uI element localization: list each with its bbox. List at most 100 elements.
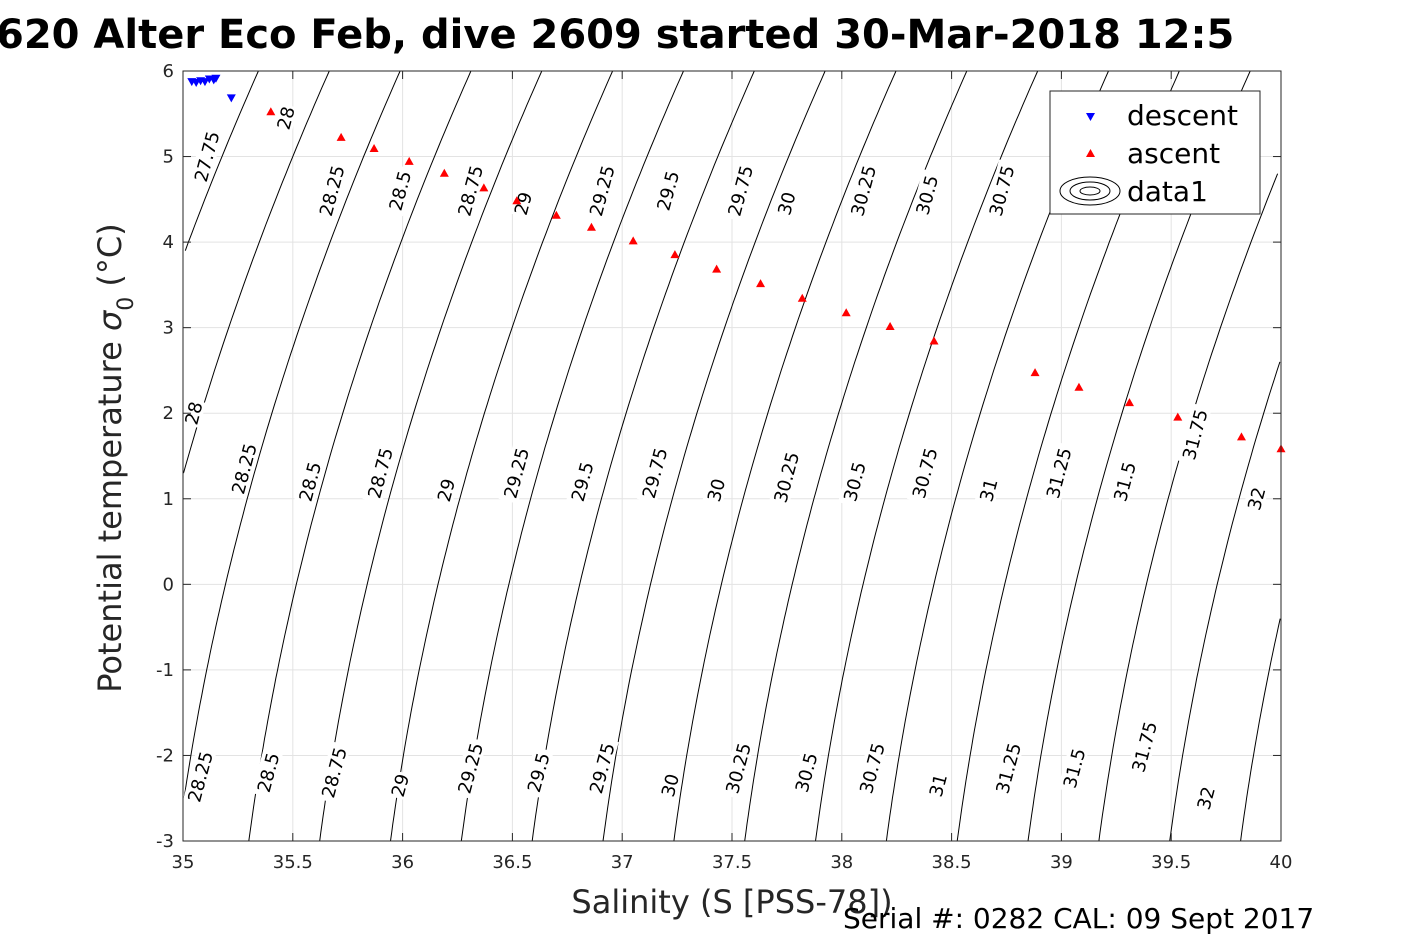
contour-label-text: 30.25 bbox=[722, 741, 756, 796]
contour-label-bg bbox=[362, 441, 397, 504]
contour-label: 29.75 bbox=[584, 736, 620, 800]
contour-label: 30 bbox=[656, 769, 684, 801]
legend-ascent-marker bbox=[1086, 149, 1095, 157]
contour-label-bg bbox=[182, 745, 217, 808]
contour-label: 28 bbox=[272, 102, 300, 133]
contour-label-text: 29.5 bbox=[524, 751, 555, 795]
contour-label: 28.25 bbox=[226, 437, 262, 500]
contour-label-bg bbox=[722, 159, 758, 222]
contour-label-text: 28.25 bbox=[316, 163, 350, 218]
ascent-point bbox=[1074, 382, 1084, 391]
x-tick-label: 36.5 bbox=[492, 852, 532, 873]
contour-label: 31 bbox=[974, 474, 1002, 506]
ascent-point bbox=[439, 168, 449, 177]
contour-label-bg bbox=[720, 736, 755, 800]
serial-calibration-footer: Serial #: 0282 CAL: 09 Sept 2017 bbox=[843, 902, 1314, 935]
contour-label-text: 31.75 bbox=[1179, 407, 1213, 462]
chart-title: 620 Alter Eco Feb, dive 2609 started 30-… bbox=[0, 12, 1234, 58]
ascent-point bbox=[670, 250, 680, 259]
contour-label-text: 28.5 bbox=[254, 751, 285, 795]
contour-label-text: 28.75 bbox=[318, 745, 352, 800]
ascent-point bbox=[1030, 368, 1040, 377]
contour-label: 31 bbox=[924, 769, 952, 801]
contour-label-text: 30.75 bbox=[856, 741, 890, 796]
y-tick-label: 2 bbox=[163, 403, 174, 424]
contour-label-bg bbox=[188, 125, 224, 188]
contour-line bbox=[183, 70, 401, 799]
x-tick-label: 37 bbox=[611, 852, 634, 873]
descent-point bbox=[200, 78, 210, 87]
contour-label-bg bbox=[584, 159, 619, 222]
contour-label-bg bbox=[974, 474, 1001, 506]
contour-label-bg bbox=[906, 441, 942, 504]
contour-label: 29.75 bbox=[722, 159, 758, 222]
contour-label-text: 31.25 bbox=[992, 741, 1026, 796]
ascent-point bbox=[929, 336, 939, 345]
contour-label-text: 31.5 bbox=[1110, 460, 1141, 504]
contour-label-text: 28.5 bbox=[296, 460, 327, 504]
contour-label: 32 bbox=[1242, 483, 1270, 514]
ascent-point bbox=[551, 210, 561, 219]
contour-label: 32 bbox=[1192, 782, 1220, 814]
ascent-point bbox=[369, 144, 379, 152]
legend-descent-marker bbox=[1086, 113, 1095, 121]
legend-box bbox=[1049, 90, 1261, 215]
contour-label: 28.75 bbox=[316, 741, 352, 804]
contour-label: 29.5 bbox=[651, 164, 684, 217]
contour-line bbox=[673, 70, 897, 842]
contour-label-text: 30.25 bbox=[771, 450, 805, 505]
contour-label-text: 29.75 bbox=[724, 163, 758, 218]
contour-line bbox=[1169, 361, 1281, 842]
descent-point bbox=[211, 74, 221, 83]
ascent-point bbox=[1236, 432, 1246, 441]
x-tick-label: 38.5 bbox=[932, 852, 972, 873]
contour-label: 28.75 bbox=[362, 441, 398, 504]
contour-label: 29.5 bbox=[521, 746, 555, 799]
contour-label: 29.25 bbox=[498, 441, 534, 504]
contour-label-bg bbox=[768, 446, 804, 509]
legend-data1-label: data1 bbox=[1127, 175, 1208, 208]
contour-label: 29.5 bbox=[565, 455, 599, 508]
contour-label: 29 bbox=[386, 769, 414, 801]
contour-label-bg bbox=[509, 188, 536, 219]
contour-label-text: 29.5 bbox=[653, 169, 684, 213]
contour-label-bg bbox=[314, 159, 349, 222]
contour-label-text: 30.5 bbox=[840, 460, 871, 504]
contour-label-bg bbox=[656, 769, 683, 801]
contour-line bbox=[248, 70, 472, 842]
y-tick-label: 0 bbox=[163, 574, 174, 595]
y-axis-label: Potential temperature σ0 (°C) bbox=[91, 223, 139, 692]
x-tick-label: 35 bbox=[172, 852, 195, 873]
contour-label-bg bbox=[386, 769, 413, 801]
contour-label-text: 29.25 bbox=[586, 163, 620, 218]
contour-label: 31.75 bbox=[1177, 403, 1213, 466]
contour-label-text: 31.75 bbox=[1128, 719, 1162, 774]
x-tick-label: 38 bbox=[830, 852, 853, 873]
contour-label: 28.25 bbox=[314, 159, 350, 222]
contour-label-bg bbox=[990, 736, 1026, 800]
ascent-point bbox=[266, 107, 276, 116]
contour-label-text: 31.5 bbox=[1060, 746, 1091, 790]
contour-label-bg bbox=[1040, 441, 1076, 504]
density-contours bbox=[183, 70, 1281, 842]
y-tick-label: -1 bbox=[156, 660, 174, 681]
contour-label-bg bbox=[910, 169, 943, 221]
contour-label: 29.25 bbox=[584, 159, 620, 222]
legend-ascent-label: ascent bbox=[1127, 137, 1220, 170]
contour-label-bg bbox=[432, 474, 459, 506]
x-axis-ticks: 35 35.5 36 36.5 37 37.5 38 38.5 39 39.5 40 bbox=[172, 71, 1292, 873]
contour-label: 29.75 bbox=[636, 441, 672, 504]
contour-label-bg bbox=[1057, 742, 1090, 794]
contour-line bbox=[460, 70, 684, 842]
contour-label-bg bbox=[521, 746, 554, 799]
contour-label: 29 bbox=[432, 474, 460, 506]
contour-label: 31.5 bbox=[1108, 455, 1141, 508]
contour-label-bg bbox=[924, 769, 951, 801]
grid-lines bbox=[183, 71, 1281, 841]
x-tick-label: 39 bbox=[1050, 852, 1073, 873]
data-points bbox=[187, 74, 1286, 453]
contour-label: 30.5 bbox=[838, 455, 871, 508]
ascent-point bbox=[885, 321, 895, 330]
ascent-point bbox=[479, 183, 489, 192]
contour-label-bg bbox=[452, 736, 488, 800]
